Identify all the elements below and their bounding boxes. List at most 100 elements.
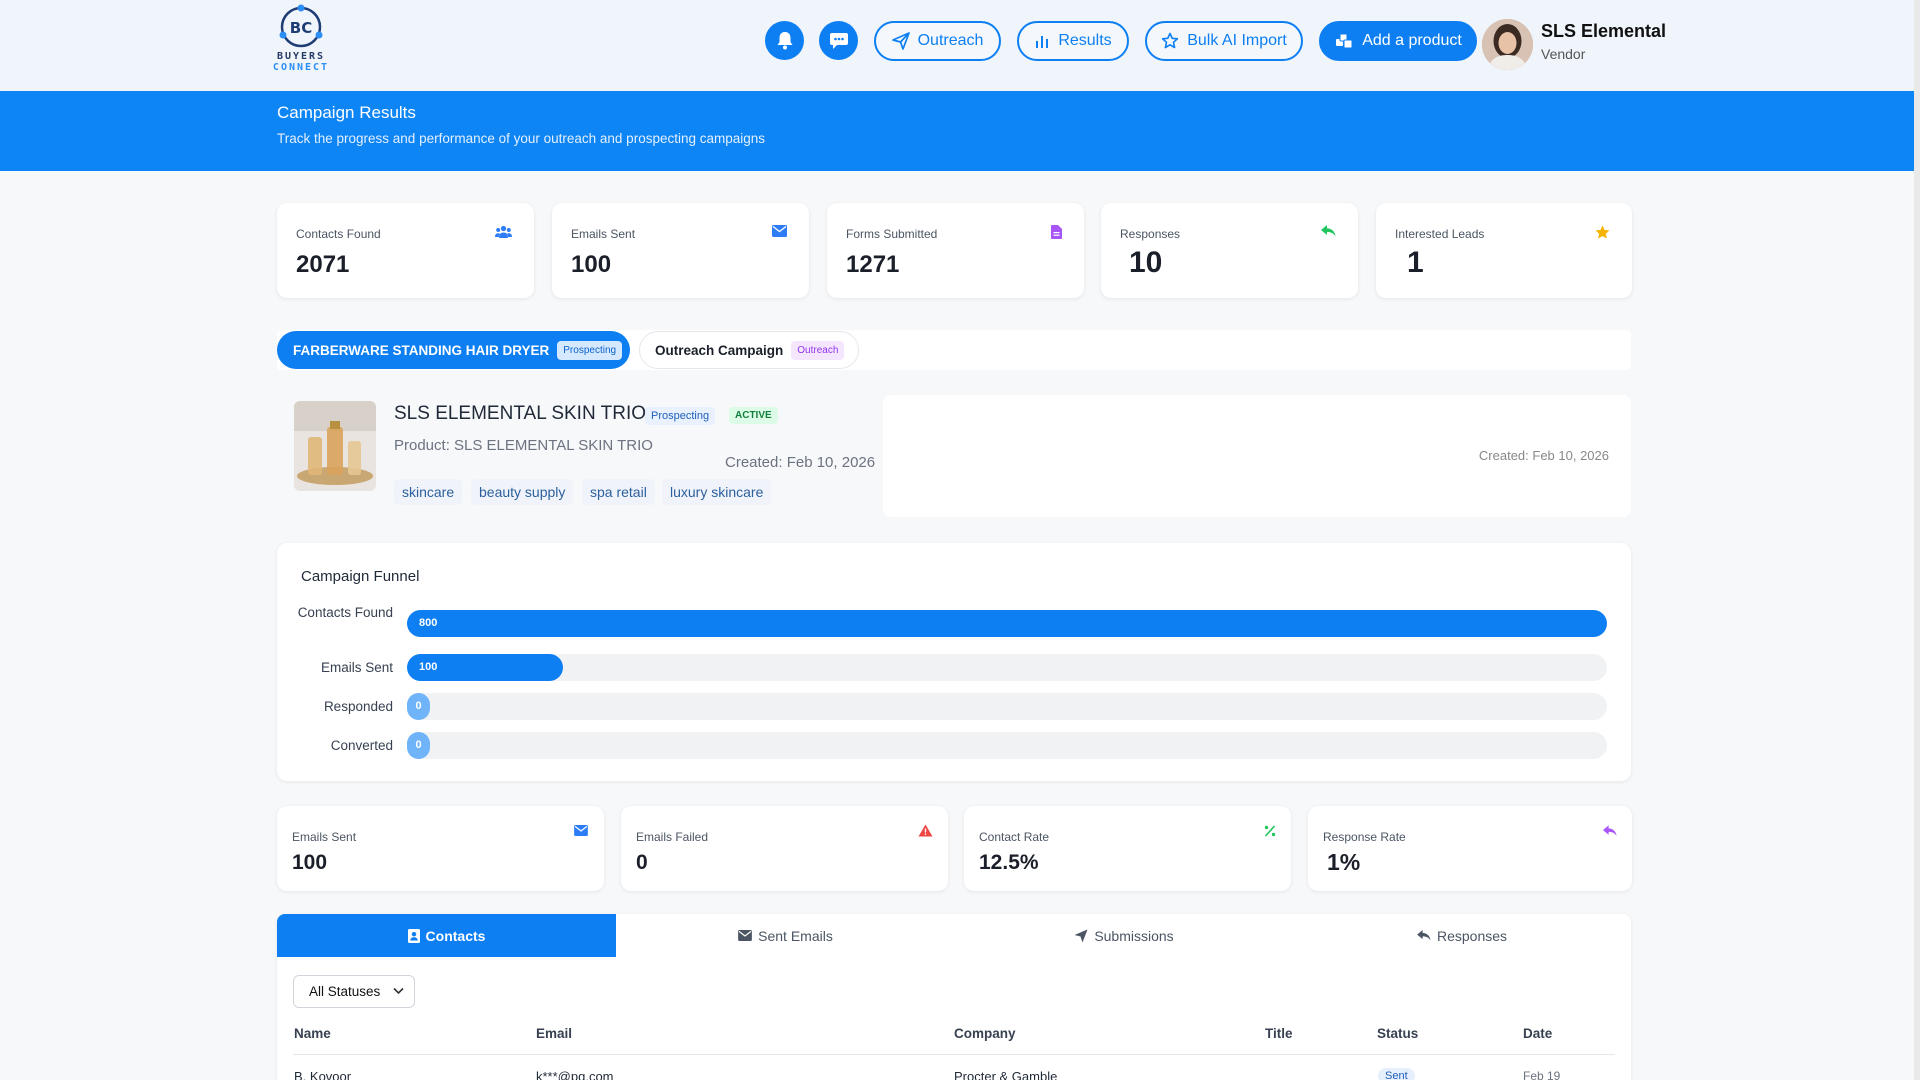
funnel-bar-converted: 0 — [407, 732, 430, 759]
tag-spa-retail: spa retail — [582, 479, 655, 505]
cell-email: k***@pg.com — [536, 1069, 614, 1080]
prospecting-badge: Prospecting — [645, 407, 716, 425]
funnel-label-emails-sent: Emails Sent — [320, 660, 393, 675]
funnel-bar-contacts-found: 800 — [407, 610, 1607, 637]
reply-icon — [1603, 825, 1617, 837]
campaign-details-panel: Created: Feb 10, 2026 — [883, 395, 1631, 517]
stat-value: 100 — [571, 251, 612, 278]
brand-line-1: BUYERS — [276, 51, 326, 62]
paper-plane-icon — [1074, 929, 1088, 942]
logo-mark-icon: BC — [279, 4, 323, 48]
stat-card-forms-submitted: Forms Submitted 1271 — [827, 203, 1084, 298]
messages-button[interactable] — [819, 21, 858, 60]
tab-label: Sent Emails — [758, 927, 833, 944]
product-created-date: Created: Feb 10, 2026 — [725, 454, 876, 471]
chevron-down-icon — [393, 987, 404, 995]
stat-label: Responses — [1120, 227, 1181, 241]
status-filter-select[interactable]: All Statuses — [293, 975, 415, 1008]
user-avatar[interactable] — [1482, 19, 1533, 70]
campaign-tab-outreach[interactable]: Outreach Campaign Outreach — [639, 331, 859, 369]
metric-label: Contact Rate — [979, 830, 1050, 844]
envelope-icon — [772, 225, 787, 237]
funnel-label-contacts-found: Contacts Found — [297, 605, 393, 620]
campaign-tab-label: FARBERWARE STANDING HAIR DRYER — [293, 342, 550, 358]
funnel-bar-emails-sent: 100 — [407, 654, 563, 681]
tab-label: Contacts — [425, 927, 486, 944]
funnel-track: 0 — [407, 693, 1607, 720]
funnel-track: 100 — [407, 654, 1607, 681]
column-header-name[interactable]: Name — [294, 1026, 331, 1041]
campaign-tab-farberware[interactable]: FARBERWARE STANDING HAIR DRYER Prospecti… — [277, 331, 630, 369]
star-icon — [1595, 225, 1610, 239]
brand-line-2: CONNECT — [272, 62, 330, 73]
tab-sent-emails[interactable]: Sent Emails — [616, 914, 955, 957]
funnel-bar-responded: 0 — [407, 693, 430, 720]
funnel-track: 0 — [407, 732, 1607, 759]
contact-card-icon — [407, 928, 420, 943]
reply-icon — [1417, 930, 1431, 941]
star-icon — [1162, 32, 1179, 49]
tab-submissions[interactable]: Submissions — [955, 914, 1293, 957]
panel-created-date: Created: Feb 10, 2026 — [1478, 448, 1609, 463]
outreach-button[interactable]: Outreach — [874, 21, 1001, 61]
tab-contacts[interactable]: Contacts — [277, 914, 616, 957]
stat-label: Forms Submitted — [846, 227, 938, 241]
stat-value: 1 — [1407, 246, 1424, 279]
bar-chart-icon — [1036, 36, 1049, 48]
stat-label: Emails Sent — [571, 227, 636, 241]
cell-name: B. Kovoor — [294, 1069, 352, 1080]
user-name: SLS Elemental — [1541, 21, 1667, 41]
stat-label: Interested Leads — [1395, 227, 1485, 241]
column-header-date[interactable]: Date — [1523, 1026, 1553, 1041]
metric-card-emails-sent: Emails Sent 100 — [277, 806, 604, 891]
status-filter-value: All Statuses — [309, 984, 381, 999]
svg-text:BC: BC — [290, 19, 312, 37]
funnel-title: Campaign Funnel — [301, 568, 420, 585]
stat-card-emails-sent: Emails Sent 100 — [552, 203, 809, 298]
funnel-track: 800 — [407, 610, 1607, 637]
funnel-label-responded: Responded — [323, 699, 393, 714]
column-header-email[interactable]: Email — [536, 1026, 573, 1041]
envelope-icon — [738, 930, 753, 941]
reply-icon — [1321, 225, 1336, 237]
tab-responses[interactable]: Responses — [1293, 914, 1631, 957]
page-title: Campaign Results — [277, 103, 416, 122]
page-scrollbar[interactable] — [1914, 0, 1920, 1080]
bulk-ai-import-label: Bulk AI Import — [1187, 32, 1287, 49]
column-header-company[interactable]: Company — [954, 1026, 1016, 1041]
metric-label: Response Rate — [1323, 830, 1406, 844]
column-header-title[interactable]: Title — [1265, 1026, 1293, 1041]
stat-label: Contacts Found — [296, 227, 381, 241]
tab-label: Submissions — [1094, 927, 1174, 944]
tag-skincare: skincare — [394, 479, 463, 505]
campaign-funnel-card: Campaign Funnel Contacts Found 800 Email… — [277, 543, 1631, 781]
bulk-ai-import-button[interactable]: Bulk AI Import — [1145, 21, 1303, 61]
column-header-status[interactable]: Status — [1377, 1026, 1419, 1041]
metric-card-emails-failed: Emails Failed 0 — [621, 806, 948, 891]
page-banner: Campaign Results Track the progress and … — [0, 91, 1914, 171]
users-icon — [495, 225, 512, 238]
outreach-label: Outreach — [917, 32, 984, 49]
paper-plane-icon — [891, 32, 910, 50]
stat-card-contacts-found: Contacts Found 2071 — [277, 203, 534, 298]
stat-value: 2071 — [296, 251, 350, 278]
notifications-button[interactable] — [765, 21, 804, 60]
envelope-icon — [574, 825, 588, 836]
user-role: Vendor — [1541, 46, 1586, 62]
bell-icon — [777, 32, 792, 50]
tag-beauty-supply: beauty supply — [471, 479, 574, 505]
metric-value: 100 — [292, 851, 328, 874]
metric-card-contact-rate: Contact Rate 12.5% — [964, 806, 1291, 891]
funnel-label-converted: Converted — [330, 738, 393, 753]
campaign-tab-label: Outreach Campaign — [655, 342, 784, 358]
results-button[interactable]: Results — [1017, 21, 1129, 61]
add-product-button[interactable]: Add a product — [1319, 21, 1477, 61]
product-title: SLS ELEMENTAL SKIN TRIO — [394, 403, 647, 424]
status-badge: ACTIVE — [729, 407, 778, 424]
file-icon — [1051, 225, 1062, 239]
product-image — [294, 401, 376, 491]
product-name-line: Product: SLS ELEMENTAL SKIN TRIO — [394, 437, 653, 454]
brand-logo[interactable]: BC BUYERS CONNECT — [258, 2, 344, 82]
cell-date: Feb 19 — [1523, 1069, 1561, 1080]
page-subtitle: Track the progress and performance of yo… — [277, 131, 766, 146]
